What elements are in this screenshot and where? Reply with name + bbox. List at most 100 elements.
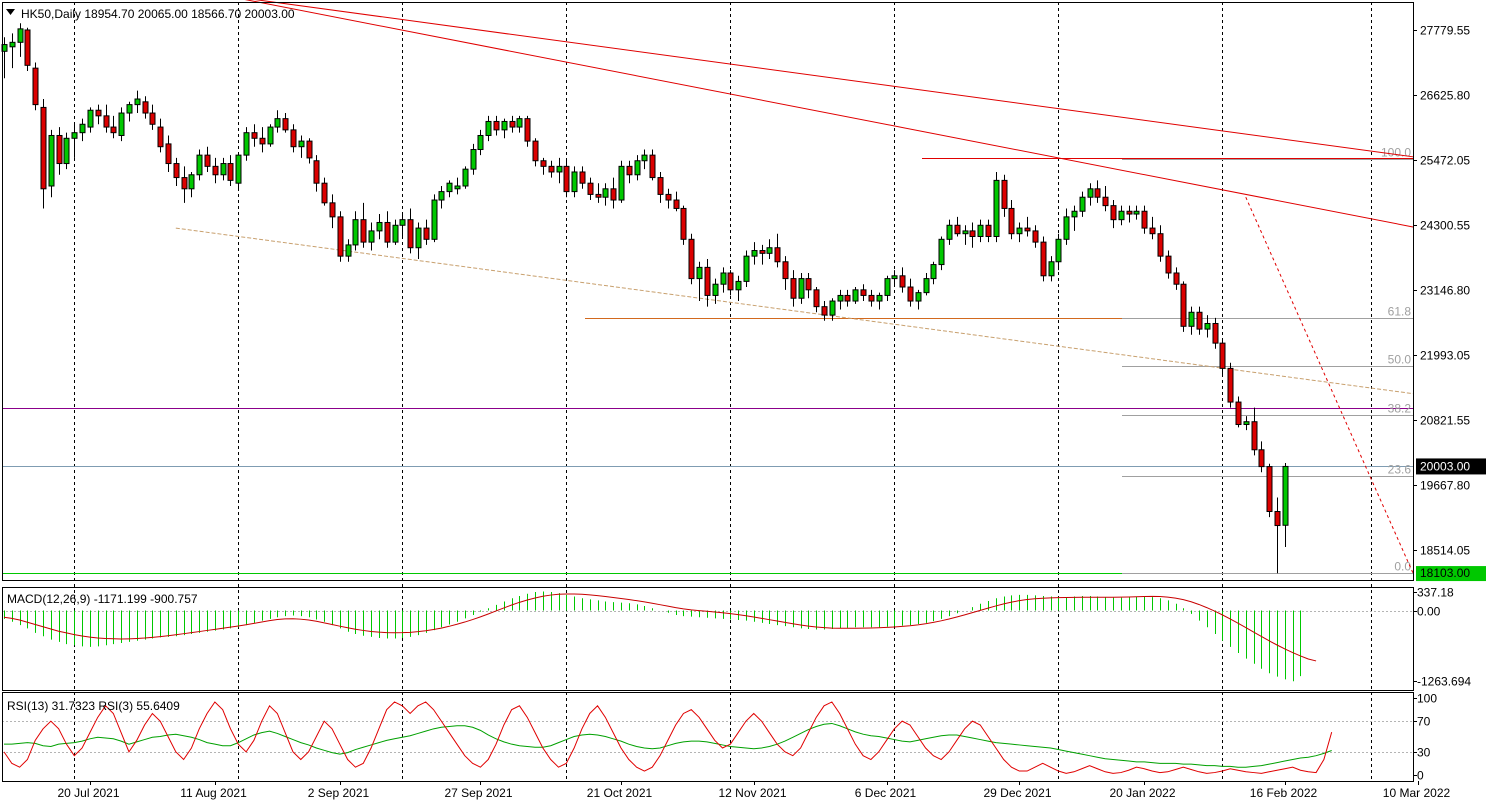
time-axis: 20 Jul 2021 11 Aug 2021 2 Sep 2021 27 Sep 2… [57, 781, 1451, 800]
rsi-tick-label: 30 [1417, 746, 1431, 760]
trendline-fib-drop-line[interactable] [1245, 197, 1414, 574]
candle-bear [212, 165, 219, 176]
candle-bear [110, 126, 117, 134]
candle-bear [1180, 283, 1187, 327]
macd-pane-frame [2, 587, 1414, 691]
price-tick-label: 24300.55 [1420, 219, 1470, 233]
candle-bear [157, 126, 164, 148]
candle-bull [1079, 196, 1086, 212]
trendline-channel-support[interactable] [175, 227, 1414, 395]
candle-bear [165, 143, 172, 165]
candle-bear [313, 160, 320, 184]
candle-bull [876, 294, 883, 302]
pane-frames [2, 2, 1414, 782]
fib-level-label: 23.6 [1388, 463, 1412, 477]
candle-bull [743, 255, 750, 282]
triangle-down-icon[interactable] [6, 9, 15, 15]
time-tick-label: 29 Dec 2021 [983, 786, 1051, 800]
price-tick-label: 18514.05 [1420, 544, 1470, 558]
trendline-lower-downtrend[interactable] [223, 0, 1414, 228]
candle-bull [891, 275, 898, 280]
candle-bear [1040, 241, 1047, 277]
candle-bull [993, 179, 1000, 238]
candle-bull [274, 118, 281, 128]
price-tick-label: 23146.80 [1420, 284, 1470, 298]
candle-bull [235, 154, 242, 184]
candle-bear [509, 120, 516, 128]
rsi-pane [2, 701, 1413, 774]
candle-bear [626, 165, 633, 176]
candle-bull [696, 266, 703, 280]
candle-bear [1157, 233, 1164, 257]
candle-bear [548, 165, 555, 173]
candle-bull [1048, 261, 1055, 277]
candle-bull [446, 182, 453, 193]
candle-bull [930, 264, 937, 280]
candle-bull [556, 165, 563, 173]
candle-bear [1001, 179, 1008, 209]
chart-title: HK50,Daily 18954.70 20065.00 18566.70 20… [21, 7, 295, 21]
candle-bull [243, 132, 250, 156]
candle-bull [118, 112, 125, 136]
candle-bear [423, 227, 430, 240]
candle-bear [680, 207, 687, 240]
candle-bear [1173, 272, 1180, 285]
candle-bear [1008, 207, 1015, 235]
candle-bear [844, 294, 851, 302]
candle-bull [87, 109, 94, 128]
candle-bear [56, 134, 63, 165]
candle-bear [774, 247, 781, 263]
candlestick-series [1, 23, 1289, 574]
candle-bear [868, 294, 875, 302]
candle-bull [516, 118, 523, 128]
candle-bear [1032, 230, 1039, 243]
candle-bear [1141, 210, 1148, 229]
candle-bear [1094, 188, 1101, 198]
candle-bear [282, 118, 289, 131]
candle-bear [524, 118, 531, 142]
candle-bull [766, 247, 773, 254]
candle-bull [188, 174, 195, 190]
candle-bear [329, 202, 336, 218]
candle-bear [1165, 255, 1172, 274]
candle-bear [149, 112, 156, 125]
candle-bear [306, 140, 313, 159]
candle-bear [1251, 421, 1258, 451]
rsi-tick-label: 0 [1417, 769, 1424, 783]
candle-bull [852, 289, 859, 302]
candle-bear [1024, 227, 1031, 232]
candle-bear [24, 29, 31, 66]
trendlines[interactable] [175, 0, 1414, 574]
candle-bull [798, 278, 805, 299]
macd-tick-label: 337.18 [1417, 586, 1454, 600]
candle-bear [407, 219, 414, 249]
candle-bull [399, 219, 406, 226]
candle-bear [173, 163, 180, 179]
candle-bull [1055, 238, 1062, 263]
candle-bull [1188, 311, 1195, 327]
candle-bull [720, 272, 727, 285]
candle-bear [1235, 401, 1242, 426]
price-tick-label: 21993.05 [1420, 349, 1470, 363]
candle-bull [267, 126, 274, 145]
rsi-tick-label: 70 [1417, 715, 1431, 729]
fib-low-price-label: 18103.00 [1420, 566, 1470, 580]
candle-bear [1219, 342, 1226, 369]
candle-bear [337, 216, 344, 257]
candle-bear [759, 250, 766, 254]
candle-bear [579, 171, 586, 184]
fib-level-label: 100.0 [1381, 146, 1411, 160]
candle-bear [1266, 466, 1273, 513]
candle-bull [962, 230, 969, 235]
candle-bear [665, 193, 672, 201]
candle-bear [805, 278, 812, 291]
candle-bull [415, 227, 422, 249]
candle-bull [1243, 421, 1250, 426]
candle-bull [1133, 210, 1140, 215]
rsi3-line [3, 701, 1333, 774]
vertical-gridlines [74, 2, 1372, 781]
candle-bull [470, 149, 477, 170]
candle-bear [1196, 311, 1203, 330]
trendline-upper-downtrend[interactable] [223, 0, 1414, 158]
